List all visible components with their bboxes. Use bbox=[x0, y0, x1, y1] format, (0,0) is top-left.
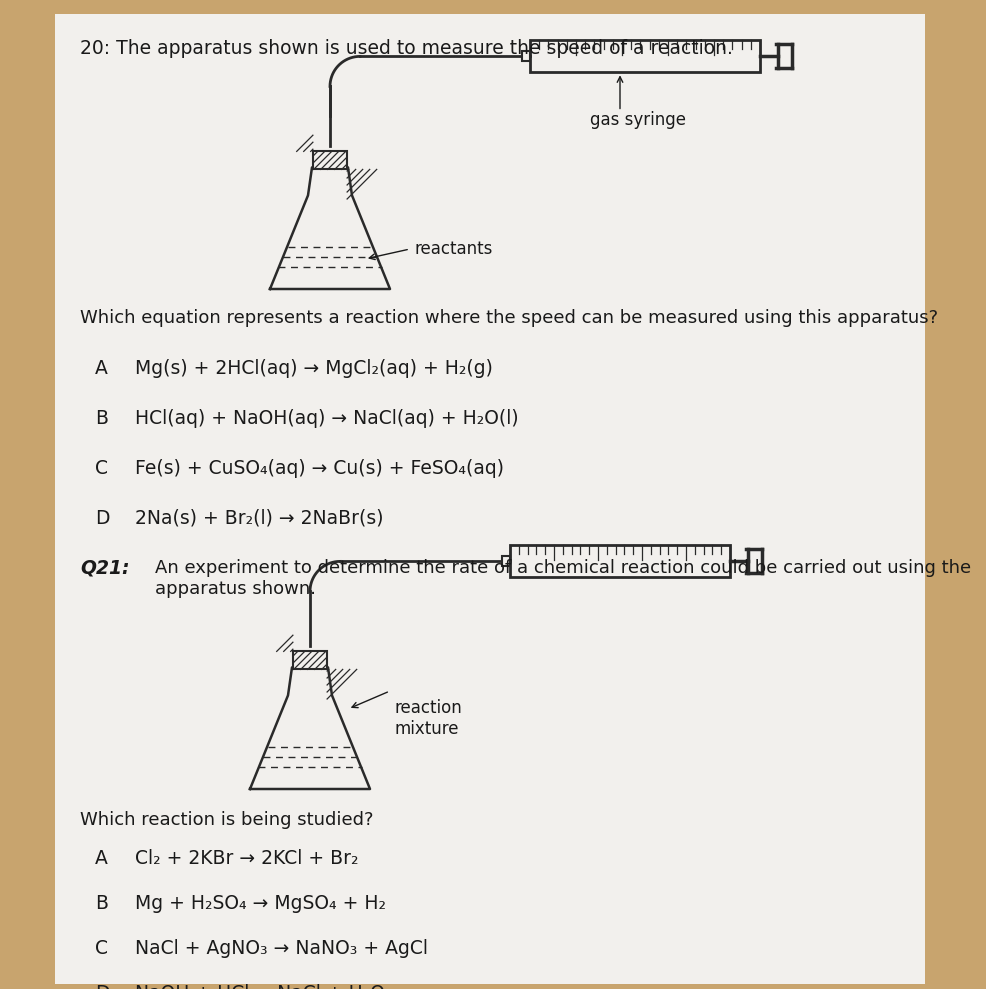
Text: Cl₂ + 2KBr → 2KCl + Br₂: Cl₂ + 2KBr → 2KCl + Br₂ bbox=[135, 849, 359, 868]
Text: Q21:: Q21: bbox=[80, 559, 129, 578]
Bar bbox=[530, 41, 760, 72]
Text: gas syringe: gas syringe bbox=[590, 112, 686, 130]
Text: D: D bbox=[95, 984, 109, 989]
Text: Mg(s) + 2HCl(aq) → MgCl₂(aq) + H₂(g): Mg(s) + 2HCl(aq) → MgCl₂(aq) + H₂(g) bbox=[135, 359, 493, 378]
Bar bbox=[510, 545, 730, 578]
Text: B: B bbox=[95, 409, 108, 428]
Text: A: A bbox=[95, 849, 107, 868]
Text: HCl(aq) + NaOH(aq) → NaCl(aq) + H₂O(l): HCl(aq) + NaOH(aq) → NaCl(aq) + H₂O(l) bbox=[135, 409, 519, 428]
Text: Fe(s) + CuSO₄(aq) → Cu(s) + FeSO₄(aq): Fe(s) + CuSO₄(aq) → Cu(s) + FeSO₄(aq) bbox=[135, 459, 504, 478]
Text: Which equation represents a reaction where the speed can be measured using this : Which equation represents a reaction whe… bbox=[80, 309, 938, 327]
Bar bbox=[522, 51, 530, 61]
Bar bbox=[313, 151, 347, 169]
Text: An experiment to determine the rate of a chemical reaction could be carried out : An experiment to determine the rate of a… bbox=[155, 559, 971, 597]
Text: C: C bbox=[95, 939, 108, 958]
Text: Mg + H₂SO₄ → MgSO₄ + H₂: Mg + H₂SO₄ → MgSO₄ + H₂ bbox=[135, 894, 386, 913]
Polygon shape bbox=[250, 668, 370, 789]
FancyBboxPatch shape bbox=[55, 14, 925, 984]
Text: NaOH + HCl → NaCl + H₂O: NaOH + HCl → NaCl + H₂O bbox=[135, 984, 385, 989]
Text: D: D bbox=[95, 509, 109, 528]
Text: reaction
mixture: reaction mixture bbox=[395, 699, 462, 738]
Text: B: B bbox=[95, 894, 108, 913]
Text: reactants: reactants bbox=[415, 240, 493, 258]
Bar bbox=[293, 652, 327, 670]
Bar bbox=[502, 557, 510, 567]
Polygon shape bbox=[270, 167, 390, 289]
Text: C: C bbox=[95, 459, 108, 478]
Text: 2Na(s) + Br₂(l) → 2NaBr(s): 2Na(s) + Br₂(l) → 2NaBr(s) bbox=[135, 509, 384, 528]
Text: 20: The apparatus shown is used to measure the speed of a reaction.: 20: The apparatus shown is used to measu… bbox=[80, 39, 733, 58]
Text: A: A bbox=[95, 359, 107, 378]
Text: Which reaction is being studied?: Which reaction is being studied? bbox=[80, 811, 374, 829]
Text: NaCl + AgNO₃ → NaNO₃ + AgCl: NaCl + AgNO₃ → NaNO₃ + AgCl bbox=[135, 939, 428, 958]
